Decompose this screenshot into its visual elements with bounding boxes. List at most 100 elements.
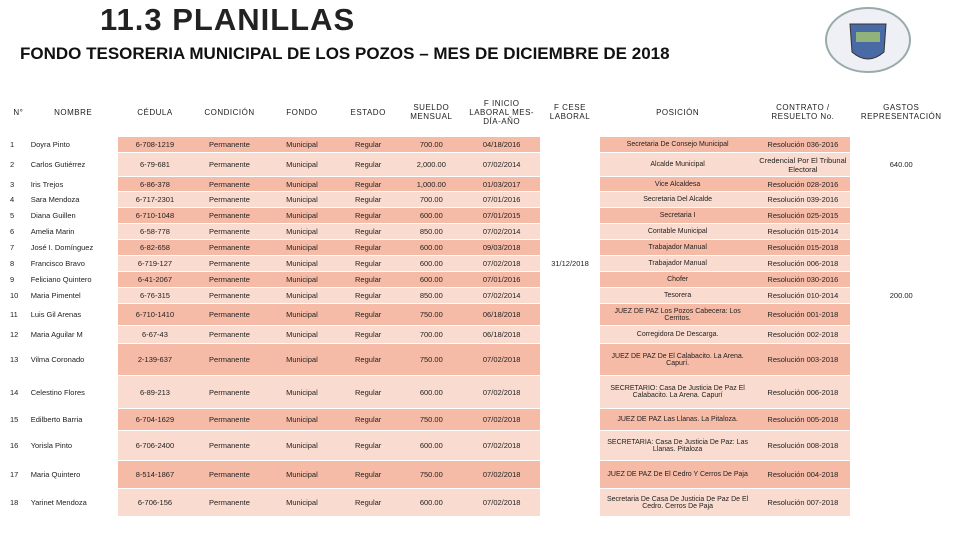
table-cell: Francisco Bravo bbox=[28, 255, 118, 272]
table-cell: Feliciano Quintero bbox=[28, 271, 118, 288]
table-cell: Municipal bbox=[266, 176, 338, 192]
table-row: 3 Iris Trejos 6-86-378 Permanente Municipal R… bbox=[8, 176, 952, 192]
table-cell: 850.00 bbox=[399, 287, 464, 304]
empty-cell bbox=[539, 271, 600, 288]
table-cell: 01/03/2017 bbox=[463, 176, 540, 192]
table-cell: Regular bbox=[337, 325, 400, 344]
table-cell: Municipal bbox=[266, 430, 338, 461]
table-cell: Regular bbox=[337, 343, 400, 376]
table-cell: Municipal bbox=[266, 303, 338, 326]
table-cell: 6-710-1048 bbox=[117, 207, 193, 224]
column-header: F CESE LABORAL bbox=[539, 88, 600, 137]
table-cell: Permanente bbox=[192, 136, 267, 153]
table-cell: Maria Aguilar M bbox=[28, 325, 118, 344]
table-cell: 9 bbox=[8, 271, 29, 288]
column-header: N° bbox=[8, 88, 29, 137]
table-cell: Resolución 005-2018 bbox=[755, 408, 851, 431]
table-cell: 6-706-2400 bbox=[117, 430, 193, 461]
table-row: 4 Sara Mendoza 6-717-2301 Permanente Municip… bbox=[8, 191, 952, 208]
table-cell: 6-79-681 bbox=[117, 152, 193, 177]
table-cell: 6-706-156 bbox=[117, 488, 193, 517]
table-cell: Resolución 028-2016 bbox=[755, 176, 851, 192]
table-cell: 07/02/2018 bbox=[463, 430, 540, 461]
empty-cell bbox=[850, 488, 952, 517]
table-cell: 10 bbox=[8, 287, 29, 304]
table-cell: Regular bbox=[337, 239, 400, 256]
column-header: SUELDO MENSUAL bbox=[399, 88, 464, 137]
empty-cell bbox=[539, 152, 600, 177]
table-cell: 6-717-2301 bbox=[117, 191, 193, 208]
table-cell: 15 bbox=[8, 408, 29, 431]
table-cell: Resolución 015-2018 bbox=[755, 239, 851, 256]
table-cell: 6-708-1219 bbox=[117, 136, 193, 153]
table-row: 11 Luis Gil Arenas 6-710-1410 Permanente Mun… bbox=[8, 303, 952, 326]
logo bbox=[825, 7, 911, 73]
table-cell: 6-41-2067 bbox=[117, 271, 193, 288]
table-cell: Regular bbox=[337, 430, 400, 461]
table-cell: Municipal bbox=[266, 488, 338, 517]
table-cell: Regular bbox=[337, 408, 400, 431]
table-cell: 06/18/2018 bbox=[463, 325, 540, 344]
table-cell: Permanente bbox=[192, 343, 267, 376]
empty-cell bbox=[539, 325, 600, 344]
empty-cell bbox=[539, 460, 600, 489]
table-cell: 750.00 bbox=[399, 343, 464, 376]
table-cell: Resolución 008-2018 bbox=[755, 430, 851, 461]
table-cell: Regular bbox=[337, 136, 400, 153]
table-cell: Municipal bbox=[266, 460, 338, 489]
table-cell: Resolución 006-2018 bbox=[755, 255, 851, 272]
table-row: 7 José I. Domínguez 6-82-658 Permanente Muni… bbox=[8, 239, 952, 256]
table-cell: 07/02/2018 bbox=[463, 255, 540, 272]
table-cell: Yarinet Mendoza bbox=[28, 488, 118, 517]
table-cell: Regular bbox=[337, 303, 400, 326]
empty-cell bbox=[539, 207, 600, 224]
table-cell: Permanente bbox=[192, 287, 267, 304]
table-cell: Permanente bbox=[192, 191, 267, 208]
table-cell: Permanente bbox=[192, 430, 267, 461]
column-header: POSICIÓN bbox=[600, 88, 756, 137]
table-cell: Resolución 004-2018 bbox=[755, 460, 851, 489]
column-header: FONDO bbox=[266, 88, 338, 137]
table-cell: Municipal bbox=[266, 207, 338, 224]
table-cell: 06/18/2018 bbox=[463, 303, 540, 326]
table-row: 5 Diana Guillen 6-710-1048 Permanente Munici… bbox=[8, 207, 952, 224]
table-cell: 1 bbox=[8, 136, 29, 153]
table-row: 8 Francisco Bravo 6-719-127 Permanente Munic… bbox=[8, 255, 952, 272]
table-cell: Regular bbox=[337, 223, 400, 240]
table-cell: Regular bbox=[337, 176, 400, 192]
table-cell: Carlos Gutiérrez bbox=[28, 152, 118, 177]
table-cell: Municipal bbox=[266, 223, 338, 240]
table-cell: Regular bbox=[337, 287, 400, 304]
table-row: 15 Edilberto Barria 6-704-1629 Permanente Mu… bbox=[8, 408, 952, 431]
empty-cell bbox=[850, 375, 952, 409]
table-cell: Regular bbox=[337, 375, 400, 409]
table-cell: 07/02/2014 bbox=[463, 287, 540, 304]
table-cell: 07/02/2018 bbox=[463, 375, 540, 409]
empty-cell bbox=[850, 191, 952, 208]
table-cell: 8-514-1867 bbox=[117, 460, 193, 489]
empty-cell bbox=[850, 271, 952, 288]
table-cell: 700.00 bbox=[399, 325, 464, 344]
table-cell: 07/02/2018 bbox=[463, 488, 540, 517]
table-cell: 700.00 bbox=[399, 191, 464, 208]
table-cell: Regular bbox=[337, 207, 400, 224]
table-cell: Resolución 030-2016 bbox=[755, 271, 851, 288]
table-cell: 600.00 bbox=[399, 430, 464, 461]
table-cell: JUEZ DE PAZ Las Llanas. La Pitaloza. bbox=[600, 408, 756, 431]
table-cell: Municipal bbox=[266, 271, 338, 288]
table-cell: Maria Quintero bbox=[28, 460, 118, 489]
table-cell: 8 bbox=[8, 255, 29, 272]
table-cell: 4 bbox=[8, 191, 29, 208]
table-cell: Celestino Flores bbox=[28, 375, 118, 409]
table-cell: Resolución 003-2018 bbox=[755, 343, 851, 376]
empty-cell bbox=[539, 303, 600, 326]
table-cell: 5 bbox=[8, 207, 29, 224]
table-row: 17 Maria Quintero 8-514-1867 Permanente Muni… bbox=[8, 460, 952, 489]
empty-cell bbox=[850, 176, 952, 192]
table-cell: 1,000.00 bbox=[399, 176, 464, 192]
table-cell: 07/01/2016 bbox=[463, 271, 540, 288]
table-cell: Permanente bbox=[192, 152, 267, 177]
table-cell: 6-76-315 bbox=[117, 287, 193, 304]
table-cell: Secretaria De Casa De Justicia De Paz De… bbox=[600, 488, 756, 517]
table-cell: 07/02/2014 bbox=[463, 223, 540, 240]
